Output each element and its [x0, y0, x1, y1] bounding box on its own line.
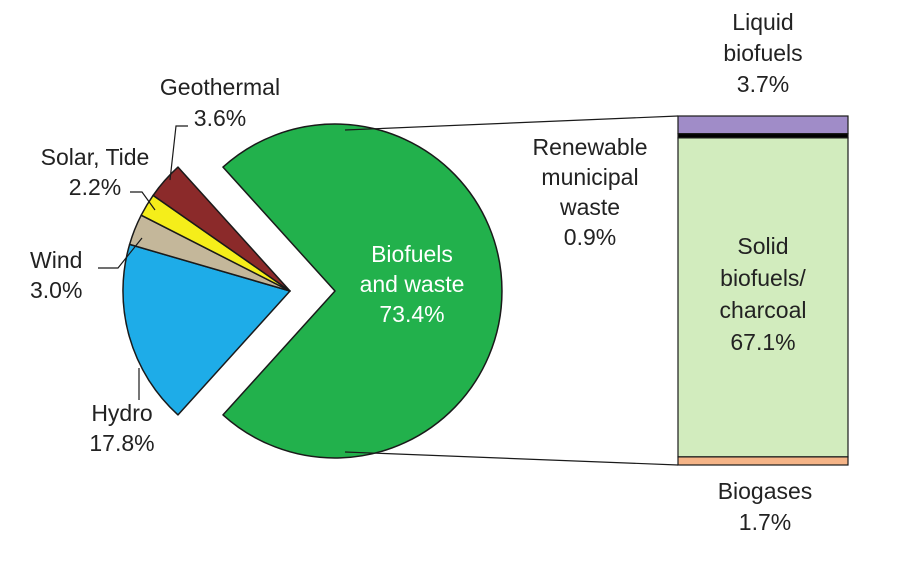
connector-line-bottom	[344, 451, 679, 466]
bar-label-liquid-biofuels-line: 3.7%	[737, 71, 789, 97]
bar-label-solid-biofuels-charcoal-line: biofuels/	[720, 265, 806, 291]
pie-label-biofuels-and-waste-line: Biofuels	[371, 241, 453, 267]
bar-label-biogases-line: 1.7%	[739, 509, 791, 535]
bar-label-biogases-line: Biogases	[718, 478, 813, 504]
bar-segment-renewable-municipal-waste	[677, 133, 849, 139]
bar-label-renewable-municipal-waste-line: 0.9%	[564, 224, 616, 250]
pie-label-biofuels-and-waste-line: and waste	[360, 271, 465, 297]
bar-label-solid-biofuels-charcoal: Solid biofuels/charcoal 67.1%	[720, 233, 807, 355]
pie-slice-hydro	[122, 243, 291, 416]
pie-label-wind: Wind 3.0%	[30, 247, 82, 303]
bar-label-renewable-municipal-waste-line: waste	[559, 194, 620, 220]
pie-label-solar-tide: Solar, Tide 2.2%	[41, 144, 150, 200]
bar-label-renewable-municipal-waste-line: municipal	[541, 164, 638, 190]
leader-line-geothermal	[169, 125, 188, 181]
pie-label-wind-line: 3.0%	[30, 277, 82, 303]
bar-segment-biogases	[677, 456, 849, 466]
bar-label-liquid-biofuels: Liquid biofuels 3.7%	[723, 9, 802, 97]
pie-value-geothermal: 3.6%	[194, 105, 246, 131]
bar-label-liquid-biofuels-line: biofuels	[723, 40, 802, 66]
pie-label-hydro: Hydro 17.8%	[89, 400, 154, 456]
bar-label-renewable-municipal-waste-line: Renewable	[532, 134, 647, 160]
pie-label-biofuels-and-waste-line: 73.4%	[379, 301, 444, 327]
pie-slice-geothermal	[152, 166, 291, 292]
pie-slice-biofuels-and-waste	[222, 123, 503, 459]
connector-line-top	[344, 115, 679, 131]
bar-segment-solid-biofuels-charcoal	[677, 137, 849, 458]
bar-label-biogases: Biogases 1.7%	[718, 478, 813, 535]
pie-label-wind-line: Wind	[30, 247, 82, 273]
pie-label-biofuels-and-waste: Biofuels and waste 73.4%	[360, 241, 465, 327]
leader-line-wind	[98, 237, 143, 269]
pie-label-hydro-line: 17.8%	[89, 430, 154, 456]
bar-segment-liquid-biofuels	[677, 115, 849, 135]
bar-label-solid-biofuels-charcoal-line: Solid	[737, 233, 788, 259]
pie-label-solar-tide-line: Solar, Tide	[41, 144, 150, 170]
bar-label-solid-biofuels-charcoal-line: 67.1%	[730, 329, 795, 355]
pie-label-geothermal: Geothermal	[160, 74, 280, 100]
pie-label-hydro-line: Hydro	[91, 400, 152, 426]
bar-label-solid-biofuels-charcoal-line: charcoal	[720, 297, 807, 323]
bar-label-liquid-biofuels-line: Liquid	[732, 9, 793, 35]
leader-line-solar-tide	[130, 191, 156, 211]
pie-label-solar-tide-line: 2.2%	[69, 174, 121, 200]
bar-label-renewable-municipal-waste: Renewable municipal waste 0.9%	[532, 134, 647, 250]
